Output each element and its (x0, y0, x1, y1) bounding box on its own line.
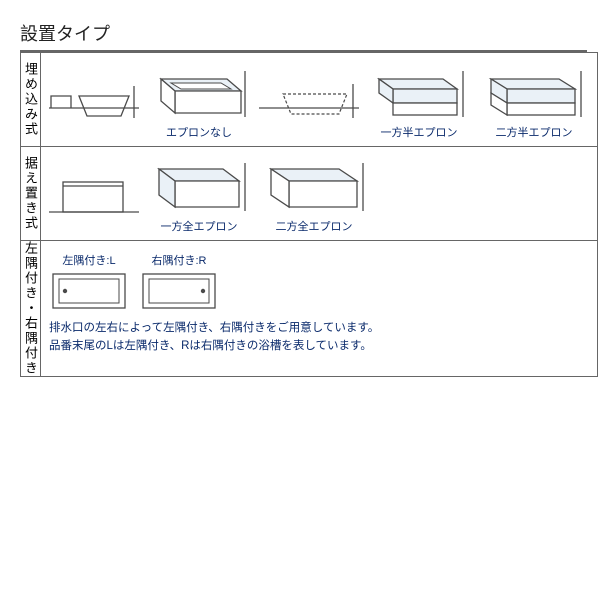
diagram-item (49, 162, 139, 234)
diagram-han_apron_1 (369, 61, 469, 121)
diagram-topview_L (49, 268, 129, 313)
row-content: 一方全エプロン 二方全エプロン (41, 147, 598, 241)
diagram-label: 一方半エプロン (381, 124, 458, 140)
diagram-zen_apron_2 (259, 155, 369, 215)
diagram-sueoki_plain (49, 162, 139, 217)
diagram-item: 一方半エプロン (369, 61, 469, 140)
row-header: 据え置き式 (21, 147, 41, 241)
diagram-item: 左隅付き:L (49, 249, 129, 313)
diagram-umekomi_dashed (259, 68, 359, 123)
diagram-label: 左隅付き:L (62, 252, 115, 268)
diagram-han_apron_2 (479, 61, 589, 121)
page-title: 設置タイプ (20, 20, 587, 46)
row-notes: 排水口の左右によって左隅付き、右隅付きをご用意しています。品番末尾のLは左隅付き… (49, 319, 589, 356)
diagram-item: 右隅付き:R (139, 249, 219, 313)
install-type-table: 埋め込み式 エプロンなし 一方半エプロン (20, 52, 598, 377)
diagram-label: 二方半エプロン (496, 124, 573, 140)
diagram-umekomi_plain (49, 68, 139, 123)
diagram-zen_apron_1 (149, 155, 249, 215)
row-content: エプロンなし 一方半エプロン 二方半エプロン (41, 53, 598, 147)
diagram-label: 一方全エプロン (161, 218, 238, 234)
row-content: 左隅付き:L 右隅付き:R 排水口の左右によって左隅付き、右隅付きをご用意してい… (41, 241, 598, 377)
diagram-item: 二方半エプロン (479, 61, 589, 140)
diagram-label: 右隅付き:R (152, 252, 207, 268)
diagram-item: エプロンなし (149, 61, 249, 140)
diagram-umekomi_apron_none (149, 61, 249, 121)
row-header: 左隅付き・右隅付き (21, 241, 41, 377)
diagram-topview_R (139, 268, 219, 313)
diagram-item (49, 68, 139, 140)
diagram-item (259, 68, 359, 140)
diagram-label: エプロンなし (166, 124, 232, 140)
diagram-item: 二方全エプロン (259, 155, 369, 234)
row-header: 埋め込み式 (21, 53, 41, 147)
diagram-item: 一方全エプロン (149, 155, 249, 234)
diagram-label: 二方全エプロン (276, 218, 353, 234)
